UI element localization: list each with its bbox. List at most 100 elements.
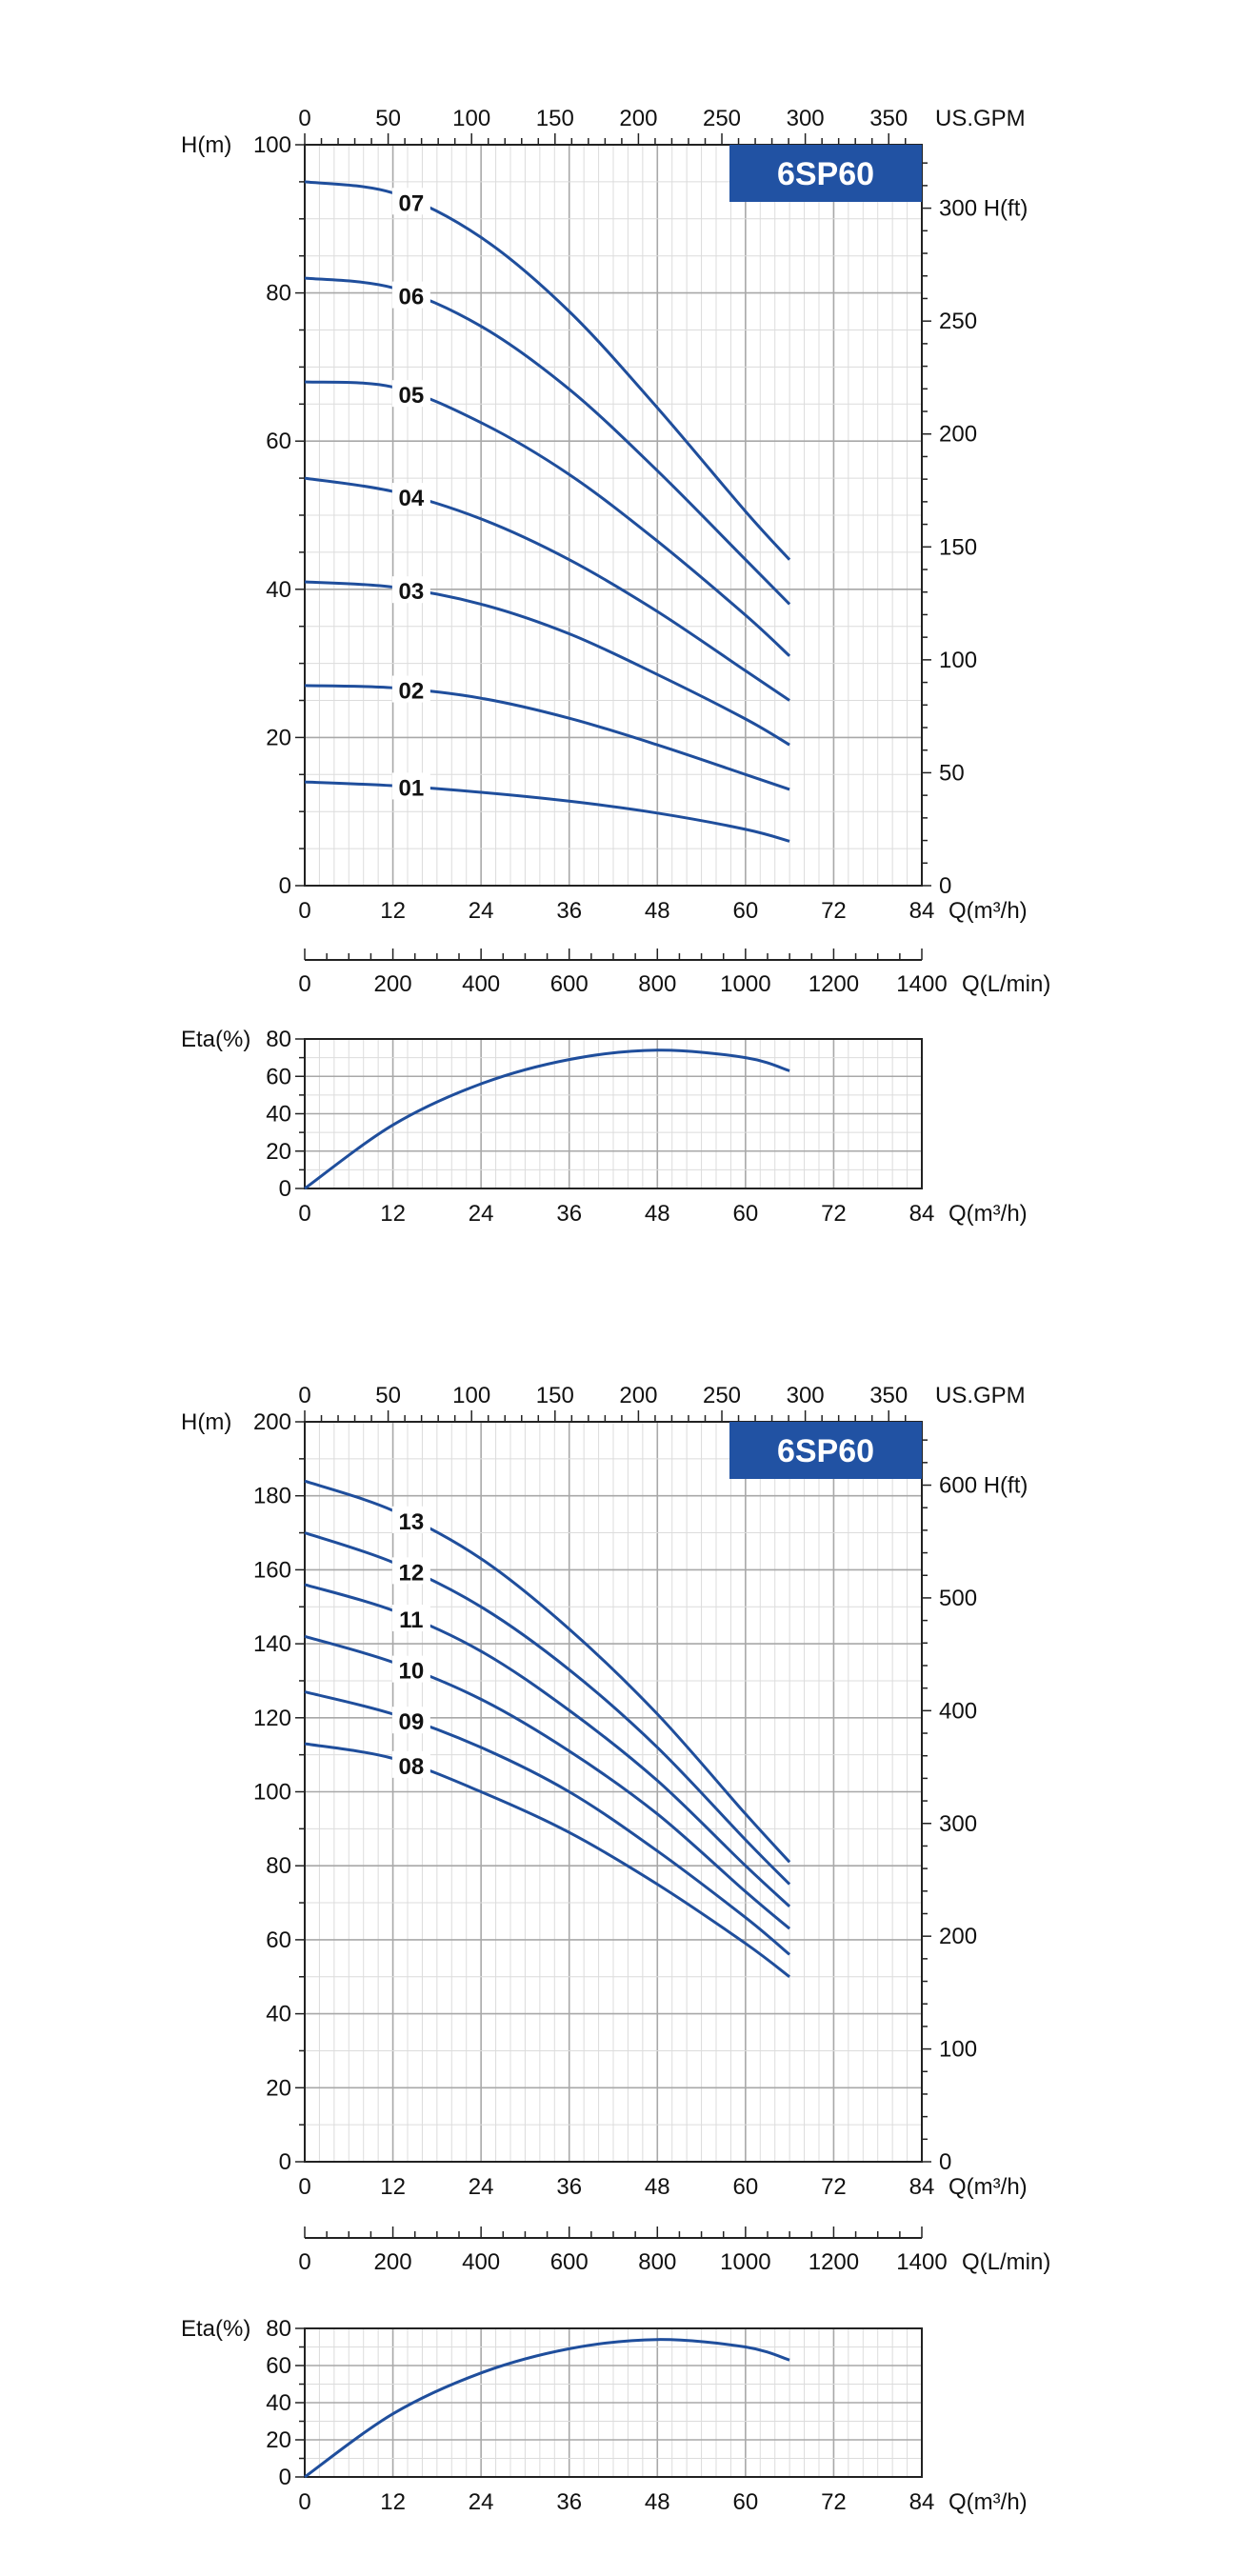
bottom-axis-tick-label: 72 — [821, 2174, 847, 2200]
curve-label-bg — [391, 1557, 430, 1585]
curve-label-bg — [391, 188, 430, 215]
eta-x-tick-label: 60 — [733, 1201, 759, 1227]
right-axis-tick-label: 300 — [939, 1811, 977, 1837]
right-axis-tick-label: 250 — [939, 309, 977, 334]
flow-axis-tick-label: 600 — [550, 971, 589, 997]
curve-label-bg — [391, 1506, 430, 1533]
eta-x-tick-label: 24 — [469, 1201, 494, 1227]
left-axis-tick-label: 200 — [253, 1409, 291, 1435]
eta-x-tick-label: 84 — [909, 2489, 935, 2515]
right-axis-tick-label: 200 — [939, 422, 977, 448]
eta-tick-label: 0 — [279, 1176, 291, 1202]
curve-label: 06 — [399, 285, 425, 310]
curve-label: 12 — [399, 1560, 425, 1586]
eta-tick-label: 60 — [266, 2353, 291, 2379]
bottom-axis-tick-label: 36 — [556, 2174, 582, 2200]
left-axis-tick-label: 20 — [266, 725, 291, 750]
top-axis-tick-label: 0 — [298, 1383, 310, 1408]
top-axis-tick-label: 250 — [703, 106, 741, 131]
flow-axis-tick-label: 1000 — [720, 971, 770, 997]
flow-axis-tick-label: 600 — [550, 2249, 589, 2275]
bottom-axis-tick-label: 36 — [556, 898, 582, 924]
eta-x-axis-label: Q(m³/h) — [948, 2489, 1028, 2515]
left-axis-tick-label: 80 — [266, 281, 291, 307]
eta-x-tick-label: 48 — [645, 1201, 670, 1227]
bottom-axis-label: Q(m³/h) — [948, 2174, 1028, 2200]
eta-x-tick-label: 48 — [645, 2489, 670, 2515]
right-axis-tick-label: 150 — [939, 534, 977, 560]
head-curve-13 — [304, 1479, 791, 1864]
left-axis-tick-label: 20 — [266, 2075, 291, 2101]
top-axis-tick-label: 300 — [787, 106, 825, 131]
eta-x-tick-label: 24 — [469, 2489, 494, 2515]
left-axis-tick-label: 100 — [253, 132, 291, 158]
right-axis-tick-label: 50 — [939, 760, 965, 786]
right-axis-tick-label: 300 H(ft) — [939, 196, 1028, 222]
curve-label-bg — [391, 1707, 430, 1734]
flow-axis-tick-label: 0 — [298, 2249, 310, 2275]
right-axis-tick-label: 400 — [939, 1698, 977, 1724]
left-axis-tick-label: 100 — [253, 1780, 291, 1806]
curve-label: 05 — [399, 383, 425, 409]
top-axis-tick-label: 350 — [869, 106, 908, 131]
left-axis-label: H(m) — [181, 1409, 231, 1435]
bottom-axis-tick-label: 24 — [469, 2174, 494, 2200]
eta-x-tick-label: 36 — [556, 1201, 582, 1227]
top-axis-tick-label: 250 — [703, 1383, 741, 1408]
curve-label-bg — [391, 576, 430, 604]
bottom-axis-tick-label: 0 — [298, 898, 310, 924]
top-axis-tick-label: 150 — [536, 106, 574, 131]
right-axis-tick-label: 600 H(ft) — [939, 1473, 1028, 1499]
curve-label-bg — [391, 1605, 430, 1632]
curve-label: 13 — [399, 1509, 425, 1535]
curve-label-bg — [391, 772, 430, 800]
efficiency-curve — [304, 1048, 790, 1190]
bottom-axis-tick-label: 84 — [909, 898, 935, 924]
head-grid — [304, 144, 923, 887]
model-badge-text: 6SP60 — [777, 156, 874, 192]
curve-label-bg — [391, 675, 430, 703]
eta-x-tick-label: 12 — [380, 1201, 406, 1227]
model-badge — [729, 145, 922, 202]
bottom-axis-tick-label: 12 — [380, 898, 406, 924]
eta-tick-label: 40 — [266, 2390, 291, 2416]
bottom-axis-label: Q(m³/h) — [948, 898, 1028, 924]
right-axis-tick-label: 100 — [939, 648, 977, 673]
eta-tick-label: 20 — [266, 2427, 291, 2453]
model-badge-text: 6SP60 — [777, 1433, 874, 1469]
right-axis-tick-label: 0 — [939, 873, 951, 899]
eta-x-tick-label: 60 — [733, 2489, 759, 2515]
bottom-axis-tick-label: 72 — [821, 898, 847, 924]
right-axis-tick-label: 500 — [939, 1586, 977, 1611]
top-axis-tick-label: 350 — [869, 1383, 908, 1408]
flow-axis-tick-label: 1000 — [720, 2249, 770, 2275]
head-curve-09 — [304, 1690, 791, 1956]
top-axis-tick-label: 0 — [298, 106, 310, 131]
bottom-axis-tick-label: 12 — [380, 2174, 406, 2200]
flow-axis-label: Q(L/min) — [962, 2249, 1050, 2275]
top-axis-tick-label: 50 — [375, 106, 401, 131]
flow-axis-tick-label: 0 — [298, 971, 310, 997]
eta-x-tick-label: 72 — [821, 1201, 847, 1227]
left-axis-tick-label: 40 — [266, 577, 291, 603]
right-axis-tick-label: 0 — [939, 2149, 951, 2175]
bottom-axis-tick-label: 60 — [733, 2174, 759, 2200]
left-axis-tick-label: 160 — [253, 1557, 291, 1583]
top-axis-tick-label: 100 — [452, 106, 490, 131]
bottom-axis-tick-label: 84 — [909, 2174, 935, 2200]
top-axis-tick-label: 100 — [452, 1383, 490, 1408]
bottom-axis-tick-label: 24 — [469, 898, 494, 924]
top-axis-tick-label: 200 — [619, 106, 657, 131]
eta-tick-label: 40 — [266, 1102, 291, 1128]
eta-tick-label: 0 — [279, 2465, 291, 2490]
curve-label: 07 — [399, 190, 425, 216]
top-axis-tick-label: 300 — [787, 1383, 825, 1408]
left-axis-tick-label: 60 — [266, 429, 291, 454]
eta-axis-label: Eta(%) — [181, 2316, 250, 2342]
eta-x-tick-label: 72 — [821, 2489, 847, 2515]
top-axis-tick-label: 50 — [375, 1383, 401, 1408]
curve-label-bg — [391, 281, 430, 309]
flow-axis-tick-label: 200 — [374, 2249, 412, 2275]
curve-label: 09 — [399, 1709, 425, 1735]
